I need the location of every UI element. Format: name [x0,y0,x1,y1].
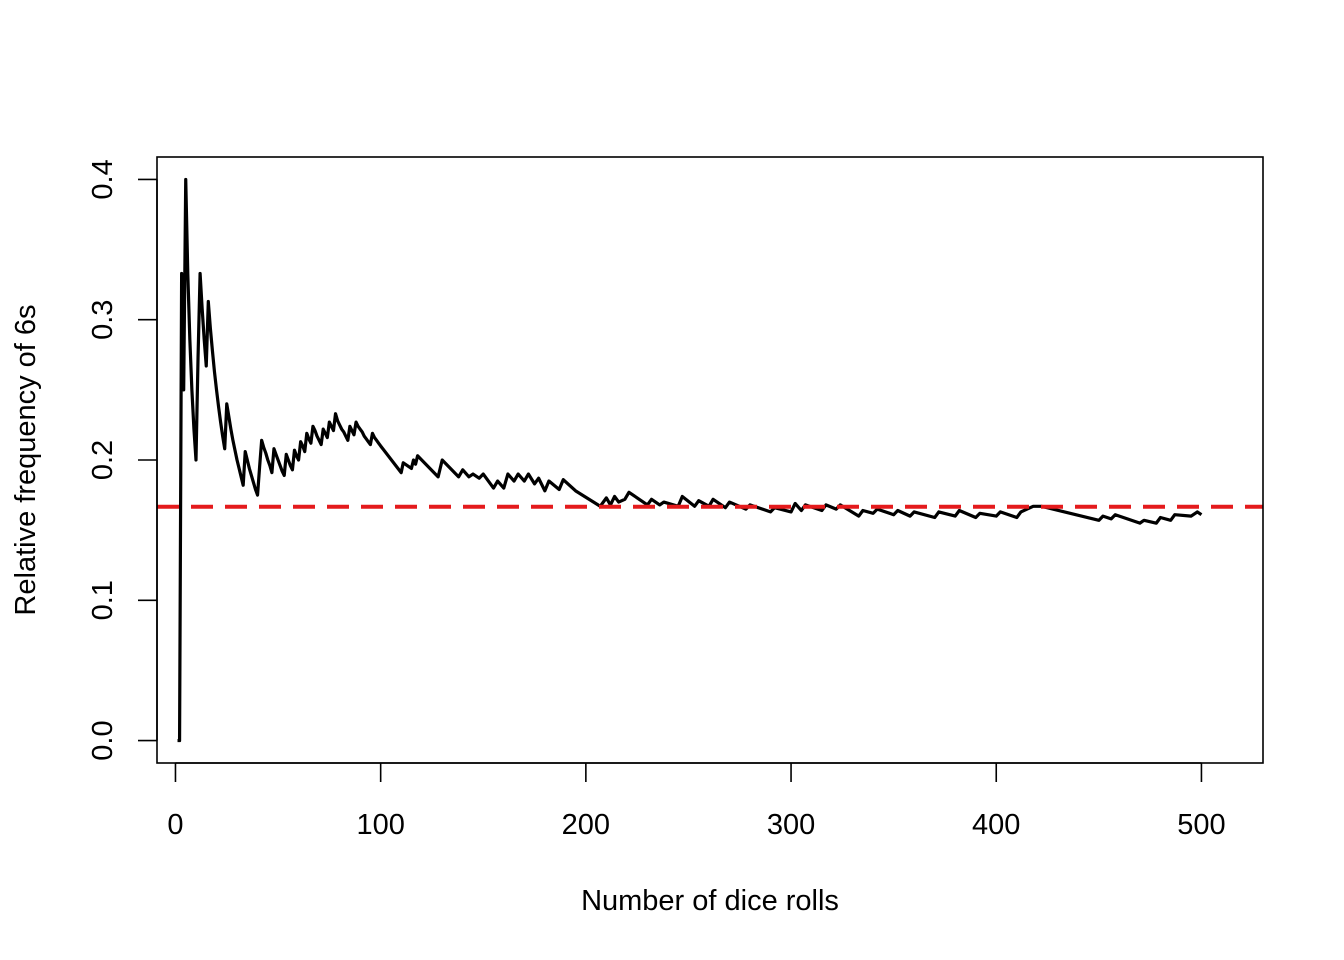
y-tick-label: 0.2 [87,440,119,480]
plot-frame [156,156,1264,764]
y-tick-label: 0.1 [87,580,119,620]
y-tick-label: 0.4 [87,159,119,199]
data-layer [157,177,1263,743]
frequency-line [177,177,1203,743]
x-tick-label: 400 [972,809,1020,841]
y-tick-label: 0.3 [87,300,119,340]
x-tick-label: 0 [167,809,183,841]
y-tick-label: 0.0 [87,720,119,760]
x-tick-label: 500 [1177,809,1225,841]
y-axis: 0.0 0.1 0.2 0.3 0.4 [87,159,158,761]
x-axis-title: Number of dice rolls [581,885,839,917]
x-tick-label: 100 [356,809,404,841]
x-tick-label: 200 [562,809,610,841]
x-tick-label: 300 [767,809,815,841]
x-axis: 0 100 200 300 400 500 [167,762,1226,841]
y-axis-title: Relative frequency of 6s [10,304,42,615]
